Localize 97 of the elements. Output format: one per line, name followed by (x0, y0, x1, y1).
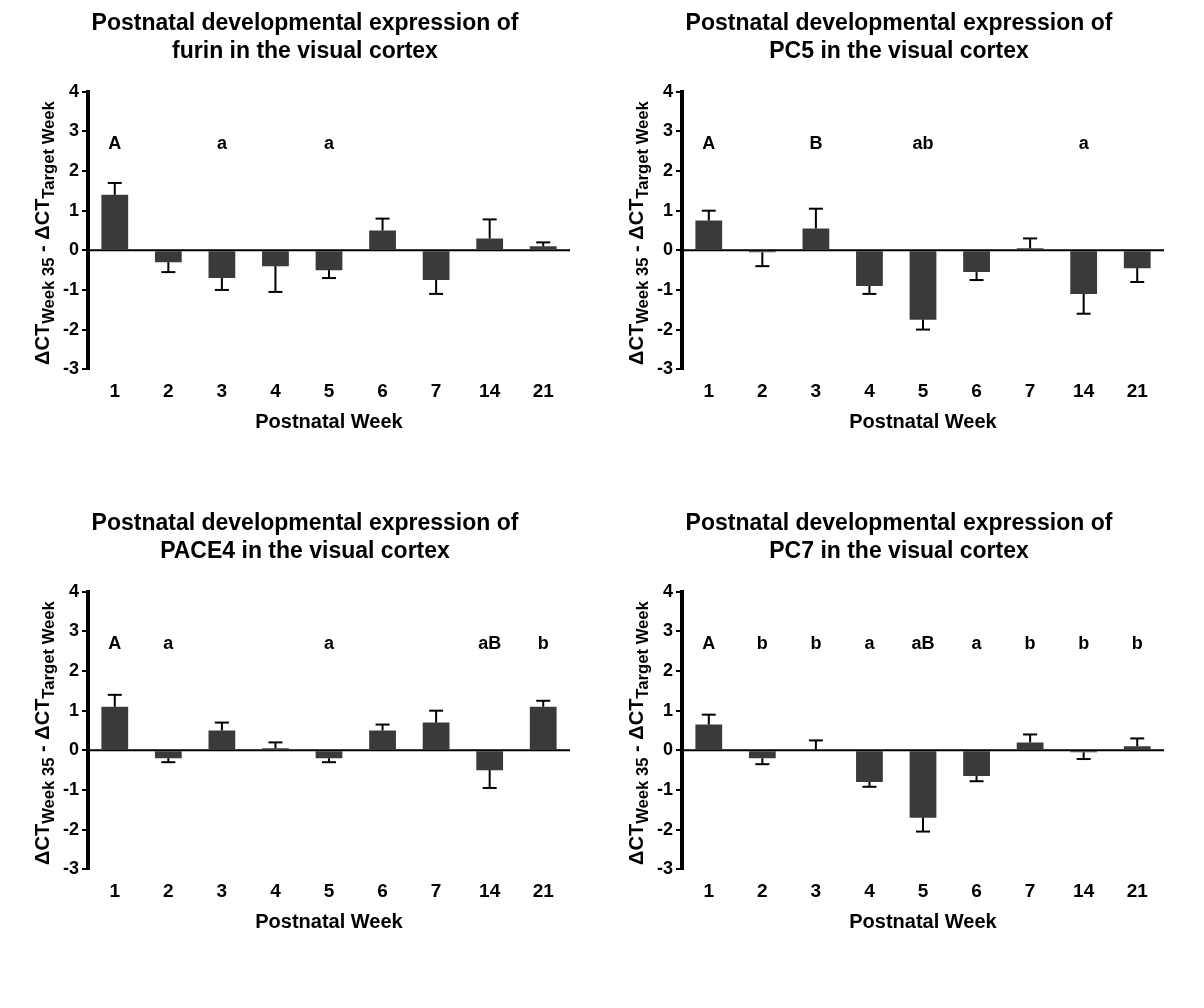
y-tick-label: 0 (68, 739, 79, 760)
y-tick-label: 0 (662, 239, 673, 260)
x-tick-label: 2 (163, 879, 174, 901)
x-tick-label: 7 (430, 879, 442, 901)
x-tick-label: 21 (1126, 879, 1149, 901)
y-tick-label: -2 (62, 318, 79, 339)
x-tick-label: 3 (810, 379, 822, 401)
x-tick-label: 7 (430, 379, 442, 401)
x-tick-label: 1 (703, 379, 715, 401)
y-tick-label: -1 (62, 278, 79, 299)
y-tick-label: -1 (656, 778, 673, 799)
x-tick-label: 5 (323, 379, 335, 401)
x-tick-label: 1 (109, 879, 121, 901)
annotation: b (1024, 633, 1036, 654)
y-tick-label: 3 (662, 120, 673, 141)
annotation: A (702, 633, 716, 654)
y-tick-label: 1 (68, 199, 79, 220)
y-tick-label: -3 (62, 358, 79, 379)
y-tick-label: 3 (68, 620, 79, 641)
annotation: aB (911, 633, 935, 654)
x-tick-label: 1 (109, 379, 121, 401)
y-tick-label: 2 (662, 160, 673, 181)
annotation: a (1078, 133, 1090, 154)
annotation: a (163, 633, 175, 654)
y-tick-label: 4 (68, 580, 79, 601)
y-tick-label: 0 (68, 239, 79, 260)
x-tick-label: 3 (216, 879, 228, 901)
x-tick-label: 2 (757, 879, 768, 901)
x-tick-label: 14 (479, 879, 501, 901)
annotation: A (702, 133, 716, 154)
x-tick-label: 3 (810, 879, 822, 901)
y-tick-label: 2 (68, 660, 79, 681)
y-tick-label: -2 (656, 818, 673, 839)
annotation: b (1131, 633, 1143, 654)
x-tick-label: 4 (270, 879, 282, 901)
annotation: A (108, 633, 122, 654)
y-tick-label: 0 (662, 739, 673, 760)
y-tick-label: 2 (68, 160, 79, 181)
annotation: a (216, 133, 228, 154)
y-tick-label: -3 (62, 858, 79, 879)
y-tick-label: 3 (662, 620, 673, 641)
x-tick-label: 6 (971, 379, 982, 401)
chart-title: Postnatal developmental expression of PC7 in the visual cortex (684, 508, 1114, 565)
x-tick-label: 5 (917, 379, 929, 401)
x-axis-title: Postnatal Week (849, 909, 998, 932)
y-tick-label: -2 (62, 818, 79, 839)
x-axis-title: Postnatal Week (255, 909, 404, 932)
x-tick-label: 21 (1126, 379, 1149, 401)
x-tick-label: 2 (757, 379, 768, 401)
chart-title: Postnatal developmental expression of PACE4 in the visual cortex (90, 508, 520, 565)
y-tick-label: 4 (662, 580, 673, 601)
annotation: b (810, 633, 822, 654)
x-tick-label: 5 (323, 879, 335, 901)
y-tick-label: 3 (68, 120, 79, 141)
y-tick-label: 1 (68, 699, 79, 720)
x-tick-label: 4 (864, 879, 876, 901)
y-tick-label: -1 (62, 778, 79, 799)
y-tick-label: -1 (656, 278, 673, 299)
x-tick-label: 14 (1073, 879, 1095, 901)
x-tick-label: 14 (1073, 379, 1095, 401)
x-tick-label: 4 (270, 379, 282, 401)
x-tick-label: 3 (216, 379, 228, 401)
y-tick-label: 4 (662, 80, 673, 101)
annotation: B (809, 133, 823, 154)
x-tick-label: 5 (917, 879, 929, 901)
y-tick-label: 1 (662, 699, 673, 720)
y-tick-label: -3 (656, 358, 673, 379)
x-axis-title: Postnatal Week (849, 409, 998, 432)
annotation: a (971, 633, 983, 654)
annotation: a (323, 133, 335, 154)
chart-title: Postnatal developmental expression of furin in the visual cortex (90, 8, 520, 65)
annotation: A (108, 133, 122, 154)
annotation: b (756, 633, 768, 654)
x-tick-label: 6 (377, 879, 388, 901)
x-tick-label: 6 (971, 879, 982, 901)
x-tick-label: 7 (1024, 879, 1036, 901)
annotation: ab (912, 133, 934, 154)
annotation: b (537, 633, 549, 654)
x-tick-label: 2 (163, 379, 174, 401)
y-tick-label: -2 (656, 318, 673, 339)
x-tick-label: 21 (532, 379, 555, 401)
annotation: a (323, 633, 335, 654)
y-tick-label: 2 (662, 660, 673, 681)
x-tick-label: 6 (377, 379, 388, 401)
x-tick-label: 1 (703, 879, 715, 901)
y-tick-label: 4 (68, 80, 79, 101)
chart-title: Postnatal developmental expression of PC5 in the visual cortex (684, 8, 1114, 65)
y-tick-label: -3 (656, 858, 673, 879)
x-axis-title: Postnatal Week (255, 409, 404, 432)
annotation: aB (478, 633, 502, 654)
x-tick-label: 21 (532, 879, 555, 901)
annotation: a (864, 633, 876, 654)
x-tick-label: 7 (1024, 379, 1036, 401)
y-tick-label: 1 (662, 199, 673, 220)
x-tick-label: 4 (864, 379, 876, 401)
x-tick-label: 14 (479, 379, 501, 401)
annotation: b (1078, 633, 1090, 654)
